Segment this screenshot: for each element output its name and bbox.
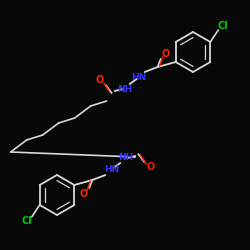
Text: HN: HN (104, 164, 119, 173)
Text: NH: NH (118, 152, 133, 162)
Text: O: O (146, 162, 154, 172)
Text: Cl: Cl (218, 21, 229, 31)
Text: HN: HN (131, 74, 146, 82)
Text: Cl: Cl (21, 216, 32, 226)
Text: O: O (79, 189, 88, 199)
Text: O: O (162, 49, 170, 59)
Text: NH: NH (117, 86, 132, 94)
Text: O: O (96, 75, 104, 85)
